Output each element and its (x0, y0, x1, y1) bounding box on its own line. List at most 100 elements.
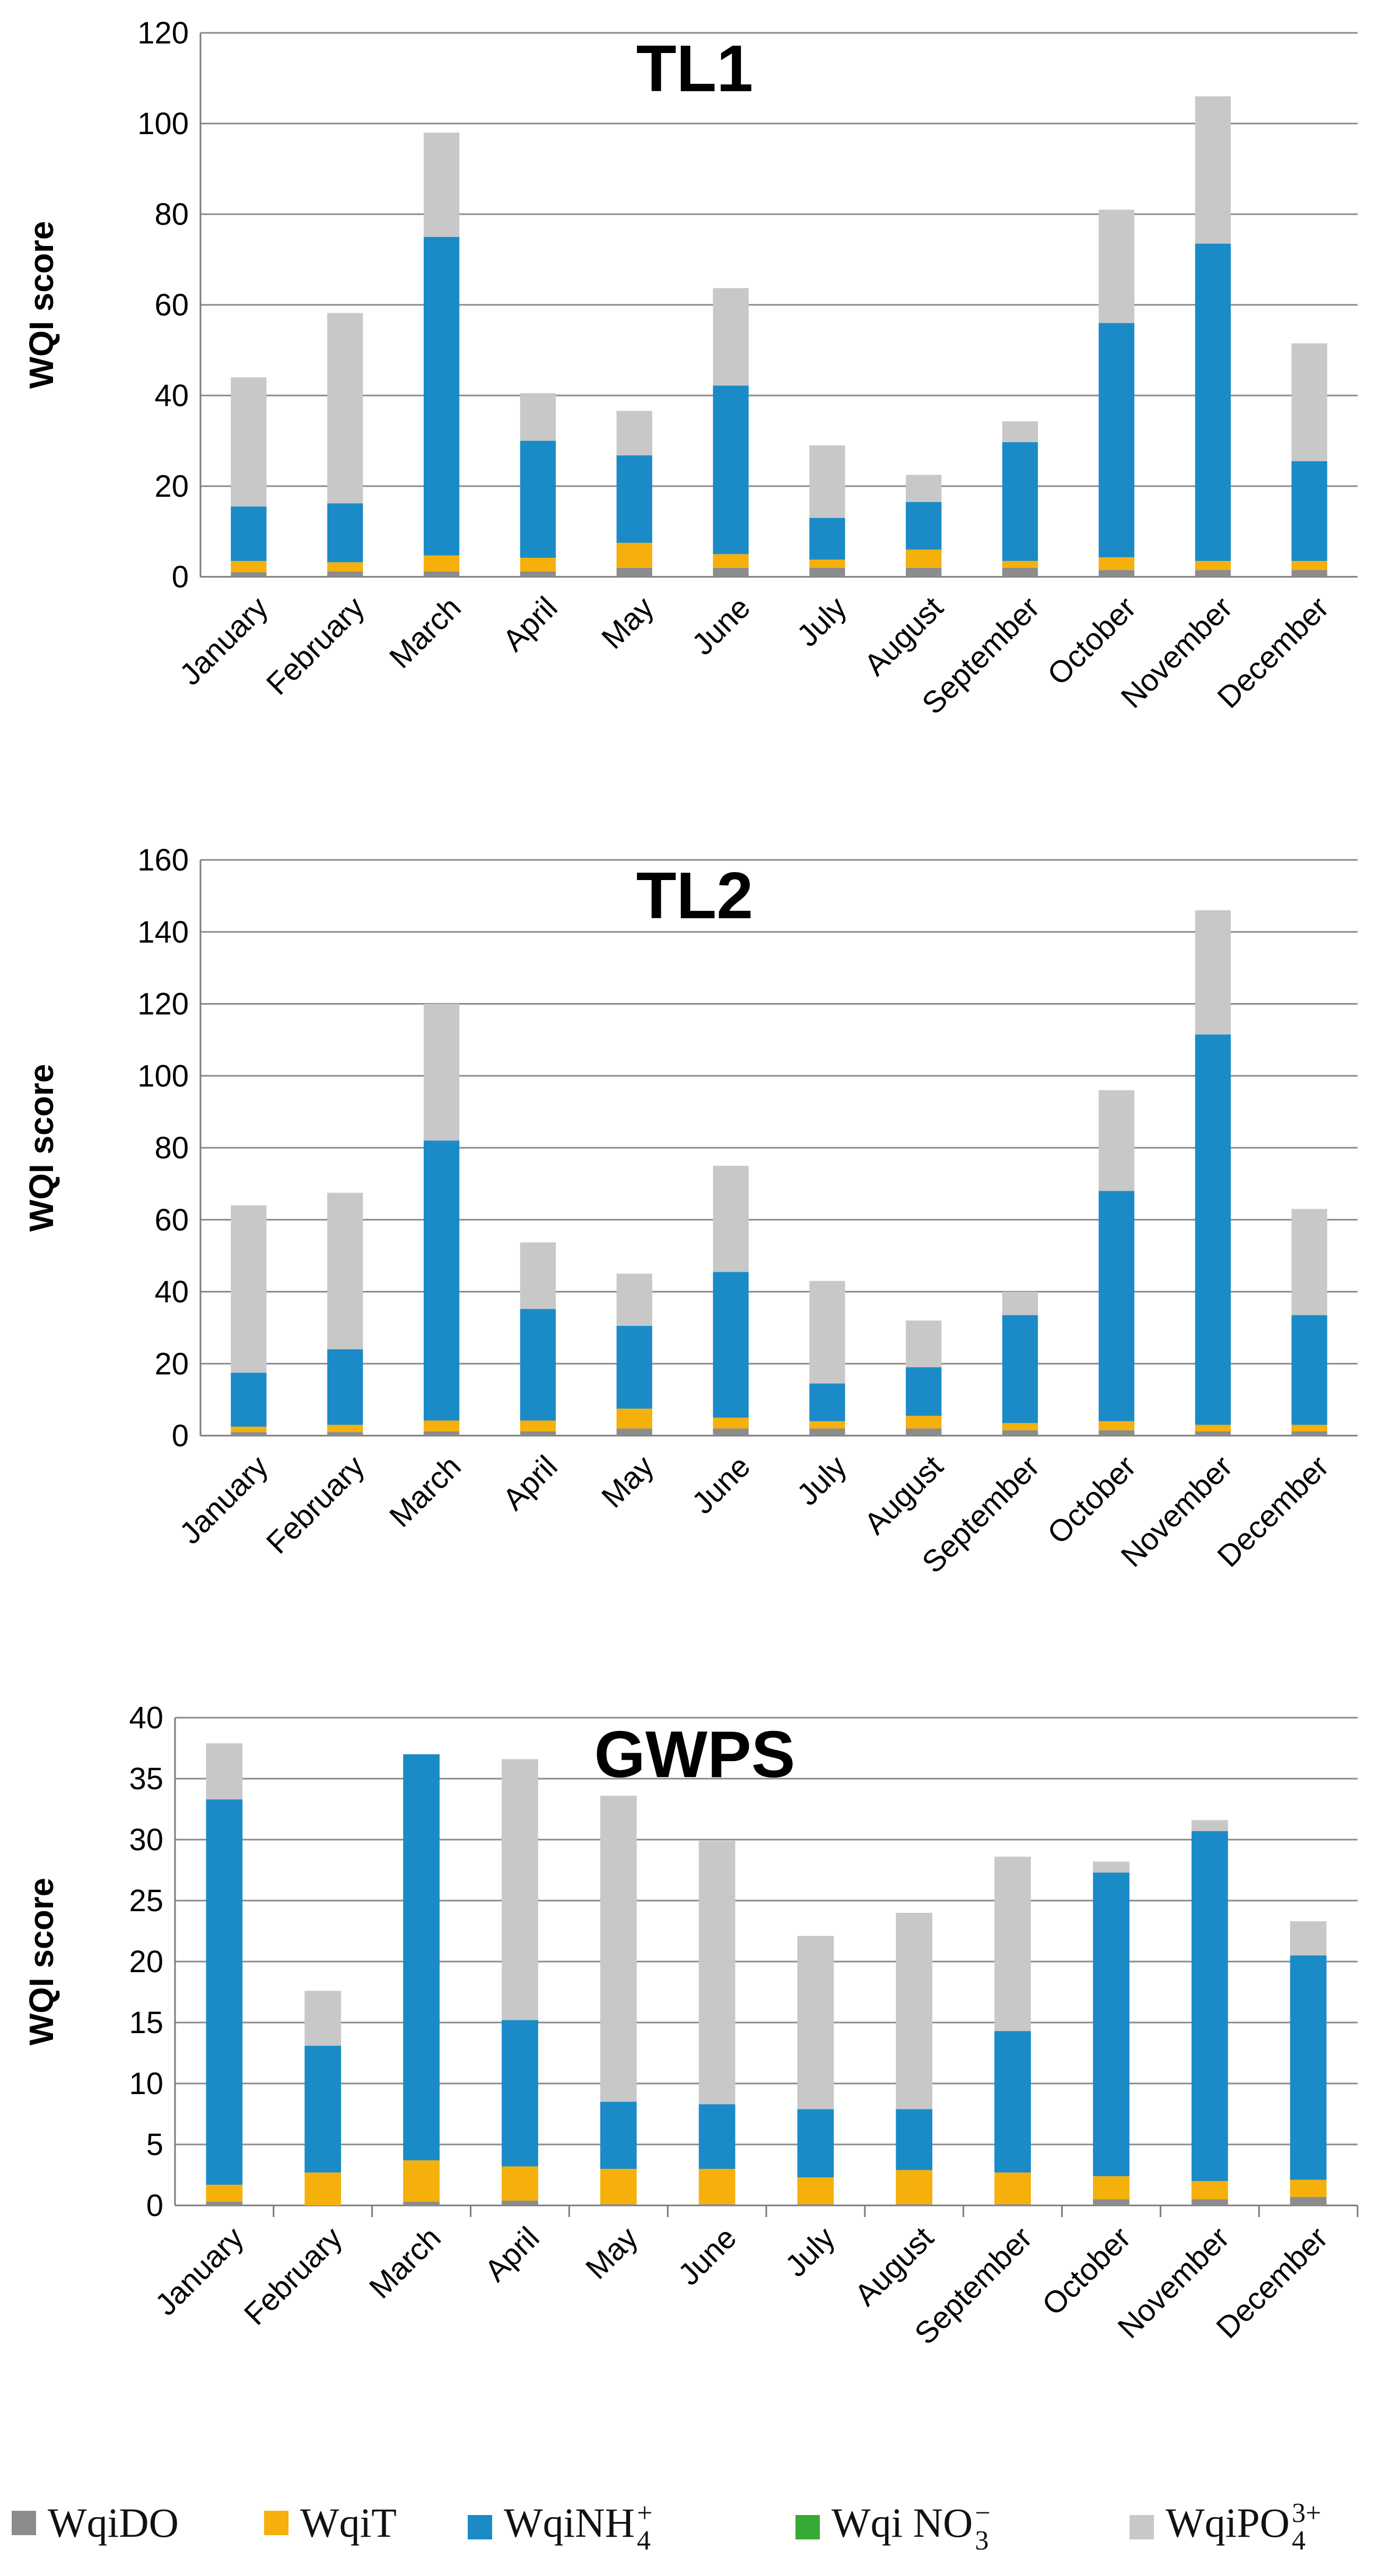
tl2-bar-wqinh4-june (713, 1272, 749, 1418)
gwps-bar-wqido-july (797, 2204, 834, 2205)
tl2-ytick-label: 120 (137, 987, 189, 1022)
tl2-bar-wqinh4-august (906, 1367, 942, 1416)
legend-label-scripts: −3 (975, 2500, 990, 2555)
gwps-bar-wqinh4-october (1093, 1872, 1130, 2176)
gwps-bar-wqipo43-november (1191, 1820, 1228, 1831)
gwps-bar-wqit-january (206, 2184, 243, 2202)
gwps-bar-wqipo43-june (698, 1841, 736, 2105)
gwps-bar-wqit-february (304, 2172, 342, 2205)
legend-swatch-do (12, 2511, 36, 2535)
gwps-ytick-label: 35 (129, 1762, 163, 1796)
legend-item-do: WqiDO (12, 2499, 179, 2547)
gwps-ytick-label: 10 (129, 2067, 163, 2101)
tl2-bar-wqinh4-september (1002, 1315, 1038, 1423)
gwps-y-axis-label: WQI score (22, 1878, 60, 2046)
tl1-ytick-label: 120 (137, 16, 189, 50)
legend-label-no3: Wqi NO −3 (832, 2499, 991, 2555)
tl2-bar-wqipo43-april (520, 1242, 556, 1309)
tl1-bar-wqido-july (809, 567, 845, 577)
tl1-title: TL1 (636, 32, 753, 105)
gwps-bar-wqit-april (502, 2166, 538, 2201)
gwps-ytick-label: 30 (129, 1823, 163, 1857)
tl1-bar-wqit-november (1195, 561, 1231, 570)
tl2-bar-wqit-december (1291, 1425, 1327, 1431)
tl1-bar-wqinh4-december (1291, 461, 1327, 561)
gwps-bar-wqinh4-november (1191, 1831, 1228, 2181)
tl2-bar-wqit-june (713, 1418, 749, 1429)
tl2-ytick-label: 20 (154, 1347, 189, 1381)
tl2-bar-wqinh4-january (231, 1373, 267, 1427)
gwps-bar-wqipo43-december (1290, 1921, 1327, 1956)
tl1-bar-wqipo43-september (1002, 421, 1038, 443)
gwps-xtick-label: June (671, 2220, 743, 2292)
tl2-bar-wqinh4-may (616, 1325, 652, 1409)
gwps-bar-wqido-april (502, 2200, 538, 2205)
legend-item-t: WqiT (264, 2499, 397, 2547)
tl2-bar-wqit-may (616, 1409, 652, 1429)
gwps-bar-wqipo43-august (896, 1913, 933, 2109)
tl2-bar-wqipo43-september (1002, 1291, 1038, 1315)
gwps-bar-wqinh4-may (600, 2102, 637, 2169)
tl1-bar-wqit-december (1291, 561, 1327, 570)
tl1-bar-wqido-february (327, 571, 363, 577)
gwps-bar-wqinh4-june (698, 2104, 736, 2169)
tl1-bar-wqit-may (616, 542, 652, 568)
tl2-bar-wqit-august (906, 1416, 942, 1429)
tl2-bar-wqinh4-march (423, 1140, 460, 1421)
tl1-bar-wqido-june (713, 567, 749, 577)
legend-label-text: WqiPO (1166, 2500, 1290, 2546)
gwps-bar-wqinh4-december (1290, 1955, 1327, 2180)
tl1-bar-wqit-july (809, 559, 845, 568)
tl2-bar-wqit-september (1002, 1423, 1038, 1430)
tl2-bar-wqido-august (906, 1428, 942, 1436)
tl1-xtick-label: May (595, 590, 660, 655)
gwps-bar-wqipo43-january (206, 1743, 243, 1800)
tl2-y-axis-label: WQI score (22, 1064, 60, 1232)
tl2-bar-wqipo43-june (713, 1165, 749, 1272)
legend-item-no3: Wqi NO −3 (795, 2499, 991, 2555)
legend-label-superscript: + (636, 2498, 653, 2529)
tl2-ytick-label: 100 (137, 1059, 189, 1093)
gwps-ytick-label: 0 (146, 2188, 163, 2223)
tl1-xtick-label: June (685, 590, 757, 662)
gwps-bar-wqipo43-september (994, 1857, 1031, 2032)
gwps-bar-wqit-july (797, 2177, 834, 2204)
tl2-xtick-label: June (685, 1449, 757, 1520)
tl1-bar-wqido-december (1291, 570, 1327, 577)
tl1-bar-wqipo43-february (327, 313, 363, 504)
gwps-xtick-label: February (238, 2220, 349, 2332)
gwps-bar-wqit-december (1290, 2179, 1327, 2197)
tl1-bar-wqipo43-april (520, 393, 556, 441)
tl2-xtick-label: January (173, 1449, 275, 1551)
legend-label-scripts: +4 (637, 2500, 652, 2555)
gwps-bar-wqido-january (206, 2202, 243, 2205)
gwps-bar-wqit-november (1191, 2181, 1228, 2200)
gwps-xtick-label: August (848, 2220, 940, 2313)
tl1-bar-wqipo43-january (231, 377, 267, 507)
gwps-bar-wqido-september (994, 2204, 1031, 2205)
gwps-bar-wqipo43-july (797, 1936, 834, 2109)
tl1-bar-wqipo43-october (1098, 209, 1135, 323)
tl1-bar-wqipo43-november (1195, 96, 1231, 244)
legend-label-text: WqiDO (48, 2500, 179, 2546)
gwps-bar-wqinh4-september (994, 2031, 1031, 2173)
tl2-bar-wqit-november (1195, 1425, 1231, 1431)
tl1-bar-wqinh4-october (1098, 323, 1135, 558)
gwps-bar-wqido-october (1093, 2199, 1130, 2205)
tl1-bar-wqinh4-august (906, 502, 942, 550)
legend-item-nh4: WqiNH +4 (468, 2499, 652, 2555)
tl2-bar-wqido-december (1291, 1431, 1327, 1436)
tl1-bar-wqinh4-april (520, 441, 556, 558)
tl1-ytick-label: 80 (154, 197, 189, 232)
legend-label-subscript: 4 (636, 2526, 651, 2556)
gwps-bar-wqit-august (896, 2170, 933, 2204)
gwps-bar-wqido-august (896, 2204, 933, 2205)
tl2-xtick-label: March (383, 1449, 468, 1534)
tl2-bar-wqipo43-october (1098, 1090, 1135, 1191)
gwps-ytick-label: 25 (129, 1884, 163, 1918)
tl2-bar-wqido-september (1002, 1430, 1038, 1436)
tl1-bar-wqipo43-june (713, 288, 749, 386)
legend-swatch-t (264, 2511, 288, 2535)
